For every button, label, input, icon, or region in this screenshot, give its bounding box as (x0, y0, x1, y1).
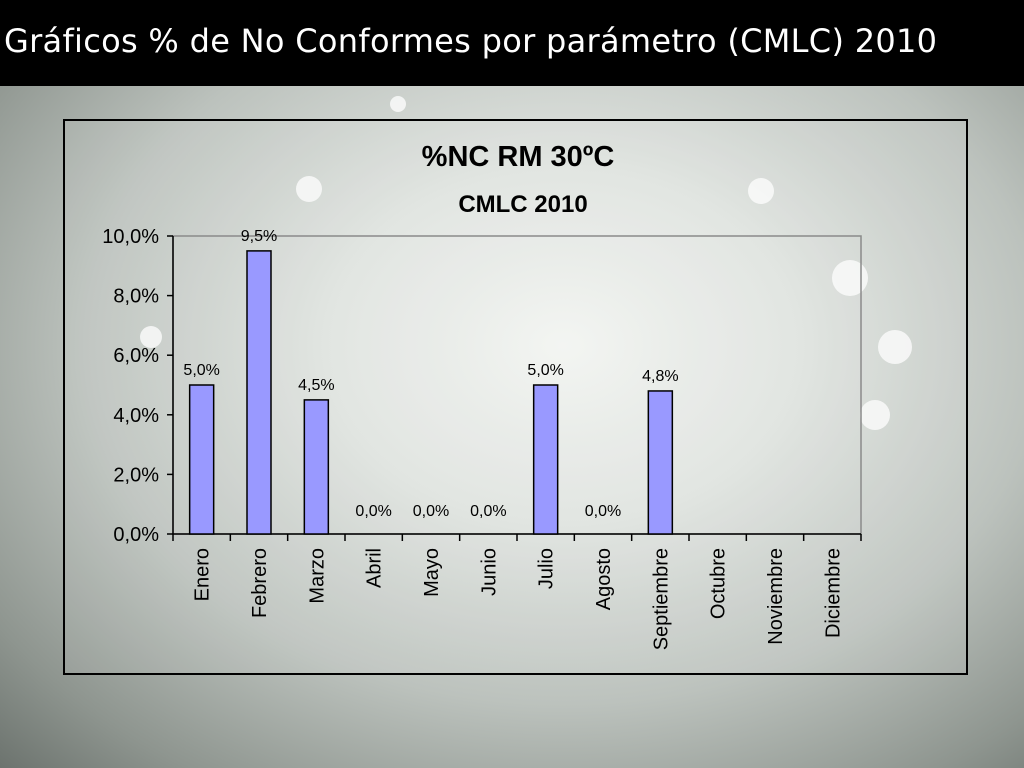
x-tick-label: Mayo (421, 548, 443, 597)
data-label: 0,0% (413, 503, 449, 520)
x-tick-label: Octubre (708, 548, 730, 619)
plot-border (172, 235, 862, 535)
x-tick-label: Abril (364, 548, 386, 588)
title-bar: Gráficos % de No Conformes por parámetro… (0, 0, 1024, 86)
splash-droplet (140, 326, 162, 348)
y-tick-label: 10,0% (102, 226, 159, 248)
y-tick-label: 2,0% (113, 464, 159, 486)
x-tick-label: Agosto (593, 548, 615, 610)
data-label: 4,8% (642, 368, 678, 385)
x-tick-label: Diciembre (822, 548, 844, 638)
plot-area: 0,0% 2,0% 4,0% 6,0% 8,0% 10,0% 5,0% Enero 9,5% Fe… (102, 226, 862, 650)
data-label: 5,0% (527, 362, 563, 379)
x-tick-label: Marzo (306, 548, 328, 604)
data-label: 0,0% (470, 503, 506, 520)
data-label: 4,5% (298, 377, 334, 394)
y-tick-label: 6,0% (113, 345, 159, 367)
splash-droplet (748, 178, 774, 204)
x-tick-label: Septiembre (650, 548, 672, 650)
y-tick-label: 0,0% (113, 524, 159, 546)
chart-frame: %NC RM 30ºC CMLC 2010 0,0% 2,0% 4,0% 6,0% 8,… (63, 119, 968, 675)
data-label: 0,0% (585, 503, 621, 520)
bar[interactable] (532, 384, 559, 535)
bar[interactable] (303, 399, 330, 535)
slide-title: Gráficos % de No Conformes por parámetro… (4, 22, 938, 60)
x-tick-label: Noviembre (765, 548, 787, 645)
splash-droplet (860, 400, 890, 430)
x-tick-label: Junio (478, 548, 500, 596)
data-label: 9,5% (241, 228, 277, 245)
bar[interactable] (188, 384, 215, 535)
chart-subtitle: CMLC 2010 (458, 191, 587, 218)
chart-title: %NC RM 30ºC (422, 141, 615, 173)
x-tick-label: Julio (536, 548, 558, 589)
splash-droplet (878, 330, 912, 364)
y-tick-label: 4,0% (113, 405, 159, 427)
data-label: 0,0% (355, 503, 391, 520)
bar-chart: %NC RM 30ºC CMLC 2010 0,0% 2,0% 4,0% 6,0% 8,… (102, 141, 862, 650)
splash-droplet (832, 260, 868, 296)
x-tick-label: Febrero (249, 548, 271, 618)
x-tick-label: Enero (192, 548, 214, 601)
bar[interactable] (246, 250, 272, 535)
splash-droplet (390, 96, 406, 112)
y-tick-label: 8,0% (113, 286, 159, 308)
data-label: 5,0% (183, 362, 219, 379)
splash-droplet (296, 176, 322, 202)
bar[interactable] (647, 390, 674, 535)
